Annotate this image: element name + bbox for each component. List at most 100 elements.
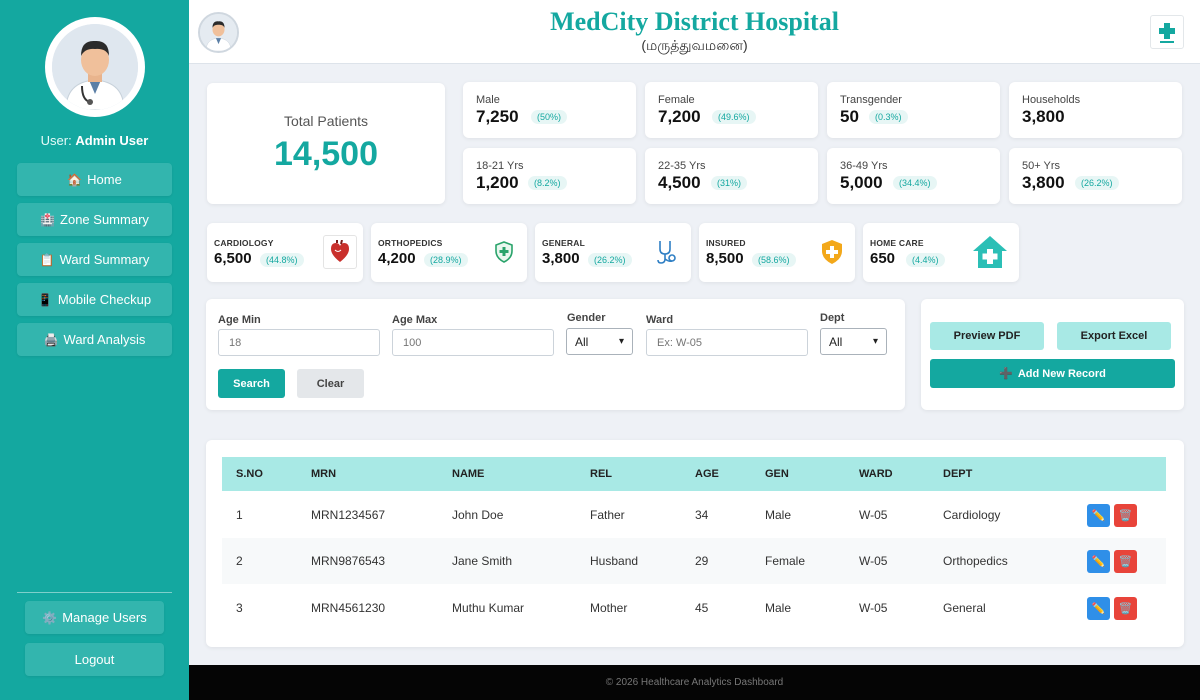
pencil-icon: ✏️ <box>1091 556 1106 568</box>
trash-icon: 🗑️ <box>1118 556 1133 568</box>
nav-mobile-checkup-button[interactable]: 📱 Mobile Checkup <box>17 283 172 316</box>
nav-ward-analysis-button[interactable]: 🖨️ Ward Analysis <box>17 323 172 356</box>
dept-select-value: All <box>829 334 843 349</box>
stat-label: Households <box>1022 94 1081 106</box>
edit-button[interactable]: ✏️ <box>1087 504 1110 527</box>
stat-value: 5,000 <box>840 173 883 192</box>
cell-dept: Orthopedics <box>943 554 1008 568</box>
stat-value: 7,200 <box>658 107 701 126</box>
dept-label: INSURED <box>706 238 746 248</box>
column-header: NAME <box>452 468 485 480</box>
edit-button[interactable]: ✏️ <box>1087 597 1110 620</box>
user-name: Admin User <box>75 133 149 148</box>
nav-home-button[interactable]: 🏠 Home <box>17 163 172 196</box>
nav-zone-summary-button[interactable]: 🏥 Zone Summary <box>17 203 172 236</box>
delete-button[interactable]: 🗑️ <box>1114 504 1137 527</box>
stat-value: 3,800 <box>1022 173 1065 192</box>
dept-percent: (4.4%) <box>906 253 945 267</box>
delete-button[interactable]: 🗑️ <box>1114 550 1137 573</box>
user-prefix: User: <box>40 133 72 148</box>
dept-value: 650 <box>870 250 896 267</box>
stat-label: 18-21 Yrs <box>476 160 524 172</box>
stat-value: 50 <box>840 107 859 126</box>
cell-mrn: MRN4561230 <box>311 601 386 615</box>
mobile-phone-icon: 📱 <box>37 292 53 307</box>
age-max-input[interactable] <box>392 329 554 356</box>
stat-percent: (8.2%) <box>528 176 567 190</box>
pencil-icon: ✏️ <box>1091 603 1106 615</box>
insurance-shield-icon <box>815 235 849 269</box>
dept-percent: (44.8%) <box>260 253 304 267</box>
footer-text: © 2026 Healthcare Analytics Dashboard <box>605 677 784 688</box>
column-header: DEPT <box>943 468 973 480</box>
edit-button[interactable]: ✏️ <box>1087 550 1110 573</box>
home-care-icon <box>970 232 1010 272</box>
ward-input[interactable] <box>646 329 808 356</box>
dept-card-orthopedics: ORTHOPEDICS 4,200 (28.9%) <box>371 223 527 282</box>
table-row: 1 MRN1234567 John Doe Father 34 Male W-0… <box>222 492 1166 538</box>
stat-value: 4,500 <box>658 173 701 192</box>
dept-value: 3,800 <box>542 250 580 267</box>
nav-ward-summary-button[interactable]: 📋 Ward Summary <box>17 243 172 276</box>
manage-users-label: Manage Users <box>62 610 147 625</box>
stat-label: 50+ Yrs <box>1022 160 1061 172</box>
nav-mobile-checkup-label: Mobile Checkup <box>57 292 152 307</box>
doctor-avatar-icon <box>52 24 138 110</box>
sidebar-divider <box>17 592 172 593</box>
search-button[interactable]: Search <box>218 369 285 398</box>
delete-button[interactable]: 🗑️ <box>1114 597 1137 620</box>
table-row: 2 MRN9876543 Jane Smith Husband 29 Femal… <box>222 538 1166 584</box>
age-min-input[interactable] <box>218 329 380 356</box>
stethoscope-icon <box>649 235 683 269</box>
dept-percent: (58.6%) <box>752 253 796 267</box>
heart-icon <box>323 235 357 269</box>
table-header: S.NO MRN NAME REL AGE GEN WARD DEPT <box>222 457 1166 491</box>
header: MedCity District Hospital (மருத்துவமனை) <box>189 0 1200 64</box>
manage-users-button[interactable]: ⚙️ Manage Users <box>25 601 164 634</box>
column-header: S.NO <box>236 468 263 480</box>
stat-percent: (50%) <box>531 110 568 124</box>
stat-card-18-21: 18-21 Yrs 1,200 (8.2%) <box>463 148 636 204</box>
chevron-down-icon: ▾ <box>872 336 878 347</box>
cell-gender: Male <box>765 508 792 522</box>
stat-card-50-plus: 50+ Yrs 3,800 (26.2%) <box>1009 148 1182 204</box>
cell-mrn: MRN9876543 <box>311 554 386 568</box>
shield-icon <box>487 235 521 269</box>
dept-select[interactable]: All ▾ <box>820 328 887 355</box>
stat-card-households: Households 3,800 <box>1009 82 1182 138</box>
dept-card-insured: INSURED 8,500 (58.6%) <box>699 223 855 282</box>
nav-ward-analysis-label: Ward Analysis <box>63 332 146 347</box>
filter-panel: Age Min Age Max Gender All ▾ Ward Dept A… <box>206 299 905 410</box>
cell-sno: 2 <box>236 554 243 568</box>
cell-gender: Female <box>765 554 806 568</box>
user-info: User: Admin User <box>0 133 189 148</box>
add-new-record-label: Add New Record <box>1017 367 1106 380</box>
cell-name: Muthu Kumar <box>452 601 525 615</box>
cell-mrn: MRN1234567 <box>311 508 386 522</box>
user-avatar[interactable] <box>45 17 145 117</box>
preview-pdf-button[interactable]: Preview PDF <box>930 322 1044 350</box>
stat-label: Transgender <box>840 94 902 106</box>
cell-dept: General <box>943 601 986 615</box>
clear-button[interactable]: Clear <box>297 369 364 398</box>
logout-button[interactable]: Logout <box>25 643 164 676</box>
printer-icon: 🖨️ <box>43 332 59 347</box>
stat-label: Male <box>476 94 500 106</box>
add-new-record-button[interactable]: ➕ Add New Record <box>930 359 1175 388</box>
cell-ward: W-05 <box>859 508 888 522</box>
gear-icon: ⚙️ <box>42 610 58 625</box>
cell-age: 34 <box>695 508 709 522</box>
gender-select[interactable]: All ▾ <box>566 328 633 355</box>
stat-label: 22-35 Yrs <box>658 160 706 172</box>
dept-percent: (28.9%) <box>424 253 468 267</box>
table-row: 3 MRN4561230 Muthu Kumar Mother 45 Male … <box>222 585 1166 631</box>
column-header: REL <box>590 468 612 480</box>
header-avatar[interactable] <box>198 12 239 53</box>
actions-panel: Preview PDF Export Excel ➕ Add New Recor… <box>921 299 1184 410</box>
stat-card-female: Female 7,200 (49.6%) <box>645 82 818 138</box>
cell-ward: W-05 <box>859 554 888 568</box>
stat-card-22-35: 22-35 Yrs 4,500 (31%) <box>645 148 818 204</box>
dept-label: ORTHOPEDICS <box>378 238 443 248</box>
doctor-avatar-small-icon <box>200 14 237 51</box>
export-excel-button[interactable]: Export Excel <box>1057 322 1171 350</box>
